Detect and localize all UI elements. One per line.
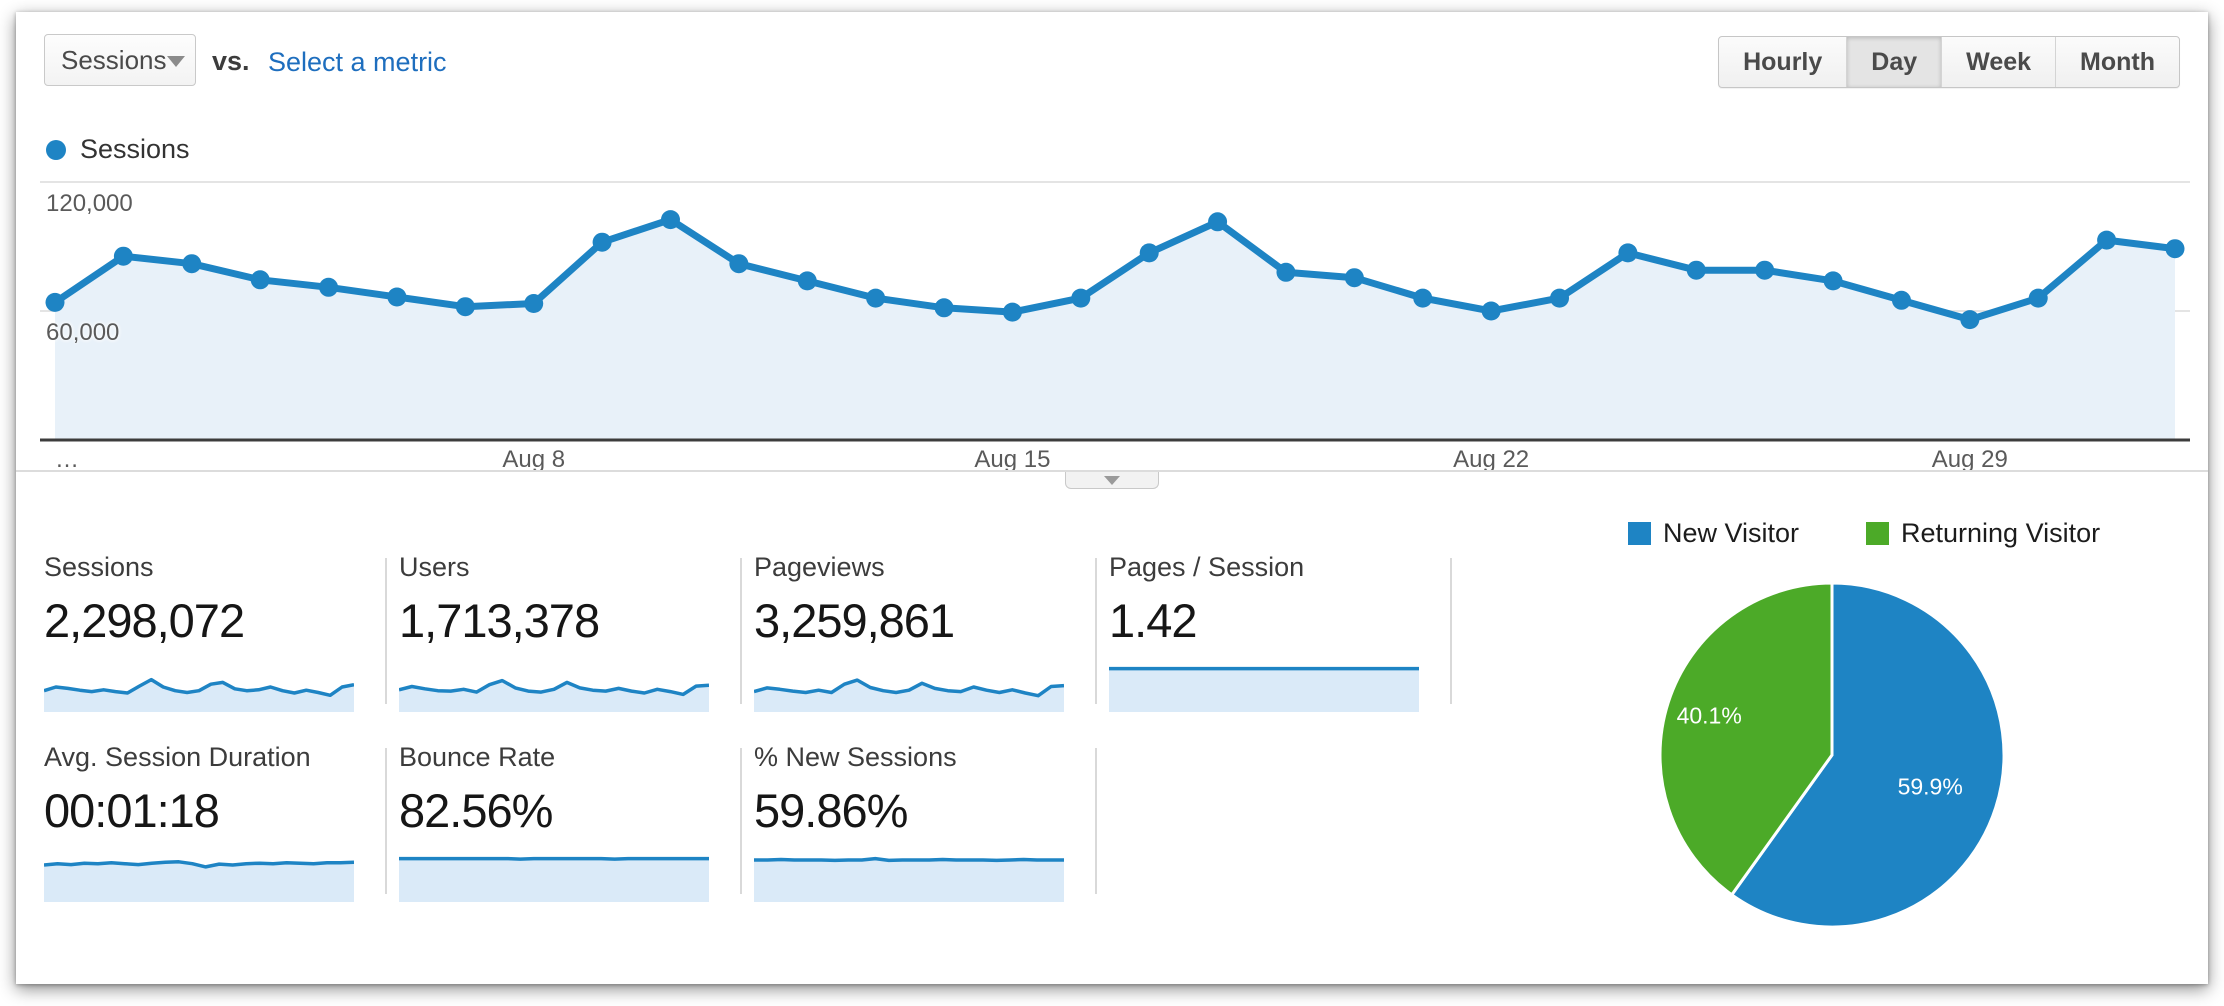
timeline-legend: Sessions [46,134,190,165]
scorecard-value: 1.42 [1109,594,1197,647]
scorecard-value: 3,259,861 [754,594,955,647]
card-divider [385,748,387,894]
pie-slice-returning-visitor[interactable] [1658,581,1834,897]
card-divider [740,558,742,704]
card-divider [1095,558,1097,704]
granularity-month-button[interactable]: Month [2055,37,2179,87]
collapse-chart-tab[interactable] [1065,472,1159,489]
scorecard-label: Users [399,552,470,582]
x-axis-label: … [55,446,79,473]
scorecard-label: Avg. Session Duration [44,742,311,772]
bounce-rate-sparkline [399,856,709,902]
scorecard-label: Pageviews [754,552,885,582]
chart-divider [16,470,2208,472]
sessions-sparkline [44,677,354,712]
pct-new-sessions-sparkline [754,856,1064,902]
pie-legend-returning-visitor: Returning Visitor [1866,518,2100,549]
scorecard-label: Sessions [44,552,154,582]
returning-visitor-swatch-icon [1866,522,1889,545]
granularity-week-button[interactable]: Week [1941,37,2055,87]
scorecard-value: 82.56% [399,784,553,837]
y-axis-label: 120,000 [46,190,133,217]
scorecard-label: Pages / Session [1109,552,1305,582]
card-divider [1450,558,1452,704]
pie-slice-new-visitor[interactable] [1729,581,2006,929]
scorecard-bounce-rate: Bounce Rate 82.56% [399,742,729,902]
x-axis-labels: … Aug 8 Aug 15 Aug 22 Aug 29 [40,446,2190,476]
x-axis-label: Aug 22 [1453,446,1530,473]
pie-slice-value-label: 40.1% [1677,703,1742,729]
scorecard-value: 59.86% [754,784,908,837]
collapse-chevron-icon [1104,475,1120,485]
vs-label: vs. [212,46,250,76]
pie-legend-label: New Visitor [1663,518,1800,548]
sessions-timeline-chart[interactable]: 120,000 60,000 [40,160,2190,442]
scorecard-value: 00:01:18 [44,784,220,837]
users-sparkline [399,678,709,712]
scorecard-pct-new-sessions: % New Sessions 59.86% [754,742,1084,902]
card-divider [385,558,387,704]
chevron-down-icon [166,55,185,67]
x-axis-label: Aug 8 [502,446,566,473]
scorecard-value: 2,298,072 [44,594,245,647]
granularity-hourly-button[interactable]: Hourly [1719,37,1846,87]
granularity-day-button[interactable]: Day [1846,37,1942,87]
sessions-legend-dot-icon [46,139,66,160]
y-axis-label: 60,000 [46,319,120,346]
report-panel: Sessions vs. Select a metric Hourly Day … [16,12,2208,984]
metric-selector-value: Sessions [61,44,167,75]
scorecard-pageviews: Pageviews 3,259,861 [754,552,1084,712]
visitor-type-pie-chart[interactable]: 59.9% 40.1% [1658,581,2006,929]
scorecard-users: Users 1,713,378 [399,552,729,712]
granularity-toggle: Hourly Day Week Month [1718,36,2180,88]
scorecard-label: Bounce Rate [399,742,556,772]
sessions-legend-label: Sessions [80,134,190,164]
scorecard-value: 1,713,378 [399,594,600,647]
new-visitor-swatch-icon [1628,522,1651,545]
pages-per-session-sparkline [1109,666,1419,712]
scorecard-sessions: Sessions 2,298,072 [44,552,374,712]
select-a-metric-link[interactable]: Select a metric [268,47,447,77]
line-chart-svg[interactable] [40,160,2190,442]
card-divider [1095,748,1097,894]
pageviews-sparkline [754,678,1064,712]
scorecard-avg-session-duration: Avg. Session Duration 00:01:18 [44,742,374,902]
metric-selector-dropdown[interactable]: Sessions [44,34,196,86]
pie-slice-value-label: 59.9% [1898,774,1963,800]
scorecard-label: % New Sessions [754,742,957,772]
scorecard-pages-per-session: Pages / Session 1.42 [1109,552,1439,712]
x-axis-label: Aug 15 [974,446,1051,473]
card-divider [740,748,742,894]
x-axis-label: Aug 29 [1931,446,2008,473]
pie-legend-label: Returning Visitor [1901,518,2101,548]
avg-session-duration-sparkline [44,860,354,902]
pie-legend-new-visitor: New Visitor [1628,518,1799,549]
